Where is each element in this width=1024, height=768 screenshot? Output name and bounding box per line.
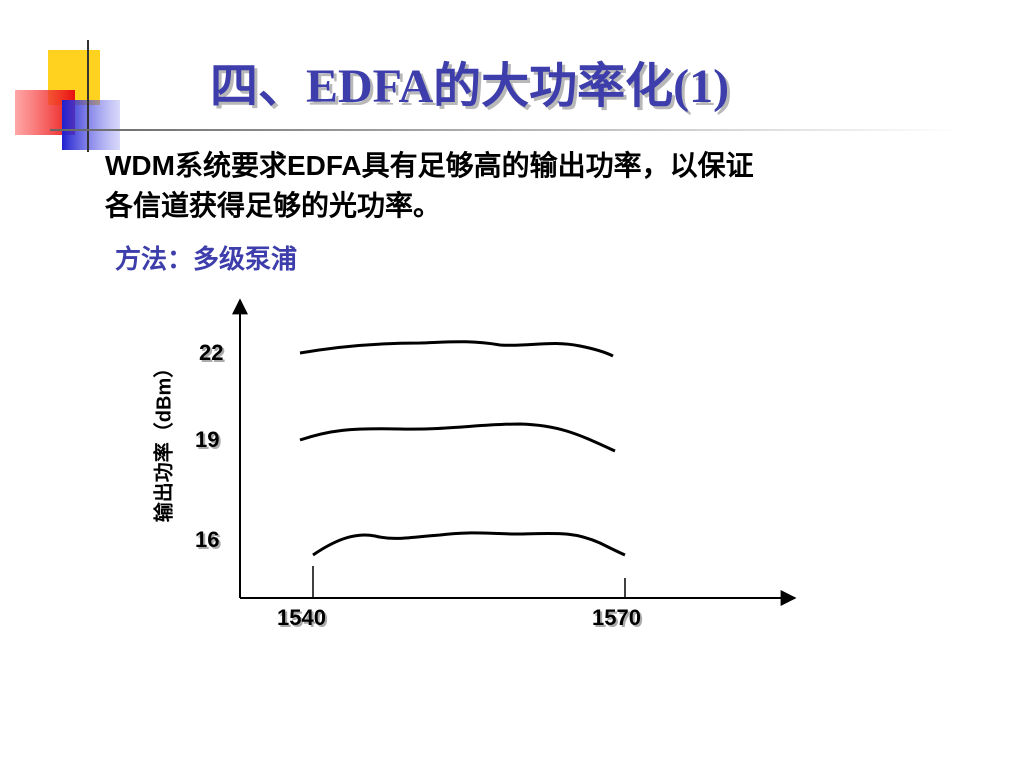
x-label: 1540 <box>277 605 326 630</box>
y-axis-label: 输出功率（dBm） <box>151 358 175 522</box>
y-level-shadow: 16 <box>197 529 221 554</box>
curve <box>312 531 626 557</box>
y-level: 22 <box>199 340 223 365</box>
method: 方法：多级泵浦 <box>115 244 297 274</box>
curve <box>299 422 616 453</box>
figure: 输出功率（dBm） 22 22 19 19 16 16 1540 1540 15… <box>151 298 797 632</box>
x-label-shadow: 1540 <box>279 607 328 632</box>
title-shadow: 四、EDFA的大功率化(1) <box>213 63 732 116</box>
y-level-shadow: 22 <box>201 342 225 367</box>
body-line: WDM系统要求EDFA具有足够高的输出功率，以保证 <box>105 149 754 181</box>
y-level: 19 <box>195 427 219 452</box>
title: 四、EDFA的大功率化(1) <box>210 60 729 113</box>
y-level-shadow: 19 <box>197 429 221 454</box>
x-label-shadow: 1570 <box>594 607 643 632</box>
body-line: 各信道获得足够的光功率。 <box>104 189 441 221</box>
curve <box>299 340 614 358</box>
decoration <box>15 40 960 152</box>
x-label: 1570 <box>592 605 641 630</box>
y-level: 16 <box>195 527 219 552</box>
